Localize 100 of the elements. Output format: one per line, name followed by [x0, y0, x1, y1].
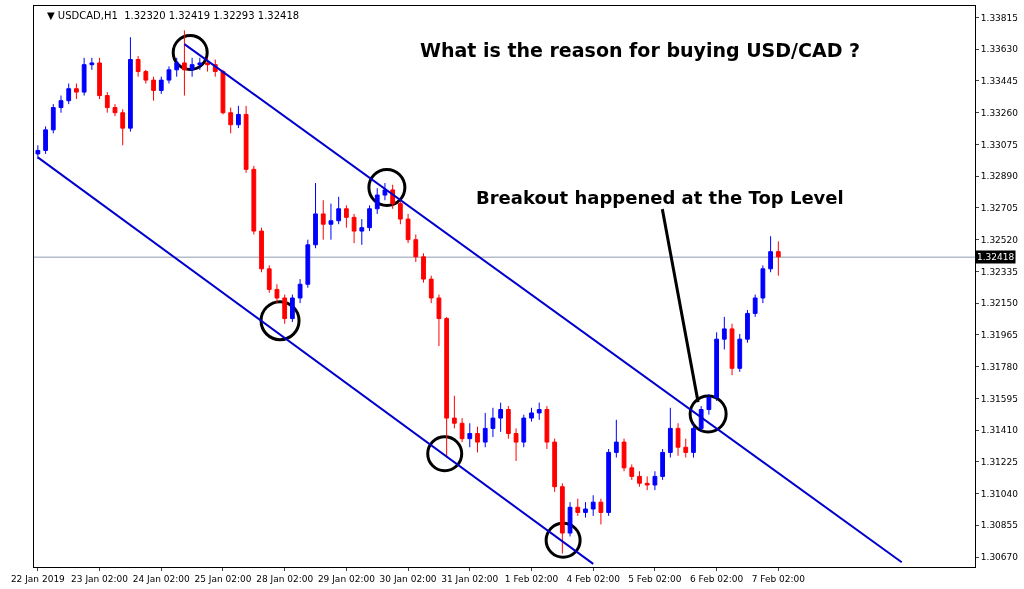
candlestick [313, 182, 318, 249]
y-tick-label: 1.33630 [980, 44, 1019, 55]
y-tick-label: 1.31965 [980, 330, 1019, 341]
candlestick [135, 55, 141, 78]
candlestick [43, 125, 48, 155]
candlestick [274, 283, 280, 304]
candlestick [590, 494, 596, 517]
candlestick [174, 57, 180, 78]
candlestick [552, 438, 558, 493]
candlestick [397, 199, 403, 225]
x-tick-label: 29 Jan 02:00 [317, 573, 376, 584]
candlestick [683, 438, 689, 459]
candlestick [413, 234, 419, 263]
y-tick-label: 1.33815 [980, 12, 1019, 23]
x-tick-label: 24 Jan 02:00 [132, 573, 191, 584]
y-tick-label: 1.32150 [980, 298, 1019, 309]
candlestick [613, 419, 619, 459]
candlestick [436, 294, 442, 347]
candlestick [667, 407, 673, 459]
candlestick [675, 422, 681, 457]
candlestick [282, 294, 288, 325]
annotation: ▼ USDCAD,H1 1.32320 1.32419 1.32293 1.32418 [47, 10, 300, 21]
candlestick [158, 76, 164, 95]
candlestick [367, 204, 372, 232]
candlestick [128, 36, 133, 133]
y-tick-label: 1.32705 [980, 203, 1019, 214]
x-tick-label: 5 Feb 02:00 [628, 573, 682, 584]
text: What is the reason for buying USD/CAD ? [419, 38, 861, 61]
candlestick [660, 448, 666, 481]
y-tick-label: 1.31780 [980, 361, 1019, 372]
candlestick [752, 294, 758, 318]
candlestick [182, 29, 187, 97]
y-tick-label: 1.33445 [980, 76, 1019, 87]
candlestick [220, 69, 226, 115]
candlestick [606, 448, 612, 517]
candlestick [637, 470, 642, 488]
candlestick [320, 199, 326, 241]
candlestick [89, 57, 95, 71]
candlestick [629, 463, 635, 481]
candlestick [621, 438, 627, 472]
candlestick [498, 402, 504, 433]
y-tick-label: 1.33075 [980, 139, 1019, 150]
candlestick [236, 105, 241, 129]
candlestick [737, 333, 743, 373]
candlestick [706, 393, 712, 416]
candlestick [104, 91, 110, 114]
y-tick-label: 1.31595 [980, 393, 1019, 404]
candlestick [382, 182, 388, 201]
x-tick-label: 4 Feb 02:00 [566, 573, 621, 584]
candlestick [336, 196, 342, 225]
candlestick [529, 407, 534, 423]
candlestick [328, 203, 334, 241]
candlestick [775, 240, 781, 277]
candlestick [521, 414, 527, 448]
candlestick [35, 144, 41, 160]
candlestick [721, 316, 727, 350]
candlestick [189, 57, 195, 78]
x-tick-label: 30 Jan 02:00 [379, 573, 437, 584]
candlestick [343, 204, 349, 229]
candlestick [81, 57, 87, 97]
candlestick [266, 264, 272, 294]
candlestick [644, 475, 650, 491]
candlestick [451, 395, 457, 429]
y-tick-label: 1.30670 [980, 552, 1019, 563]
candlestick [567, 501, 573, 537]
x-tick-label: 28 Jan 02:00 [256, 573, 314, 584]
x-tick-label: 31 Jan 02:00 [441, 573, 499, 584]
candlestick [575, 498, 581, 517]
candlestick [405, 213, 411, 244]
candlestick [359, 218, 365, 246]
candlestick [544, 405, 550, 450]
candlestick [475, 426, 480, 453]
candlestick [598, 498, 604, 525]
candlestick [120, 108, 126, 146]
candlestick [536, 402, 542, 421]
candlestick [259, 227, 264, 273]
candlestick [513, 427, 519, 462]
candlestick [583, 501, 588, 519]
candlestick [559, 482, 565, 555]
candlestick [351, 213, 357, 244]
x-tick-label: 23 Jan 02:00 [71, 573, 129, 584]
candlestick [228, 107, 234, 134]
y-tick-label: 1.31040 [980, 488, 1019, 499]
candlestick [243, 105, 249, 174]
candlestick [74, 83, 79, 100]
candlestick [166, 65, 172, 85]
candlestick [714, 331, 719, 402]
candlestick [490, 407, 496, 438]
candlestick [760, 264, 766, 304]
candlestick [143, 69, 149, 85]
candlestick [290, 294, 295, 323]
candlestick [459, 417, 465, 443]
candlestick [729, 323, 735, 376]
x-tick-label: 25 Jan 02:00 [194, 573, 252, 584]
candlestick [691, 422, 696, 459]
candlestick [297, 278, 303, 304]
candlestick [482, 412, 488, 448]
candlestick [50, 103, 56, 134]
candlestick [768, 235, 773, 273]
candlestick [305, 239, 311, 289]
